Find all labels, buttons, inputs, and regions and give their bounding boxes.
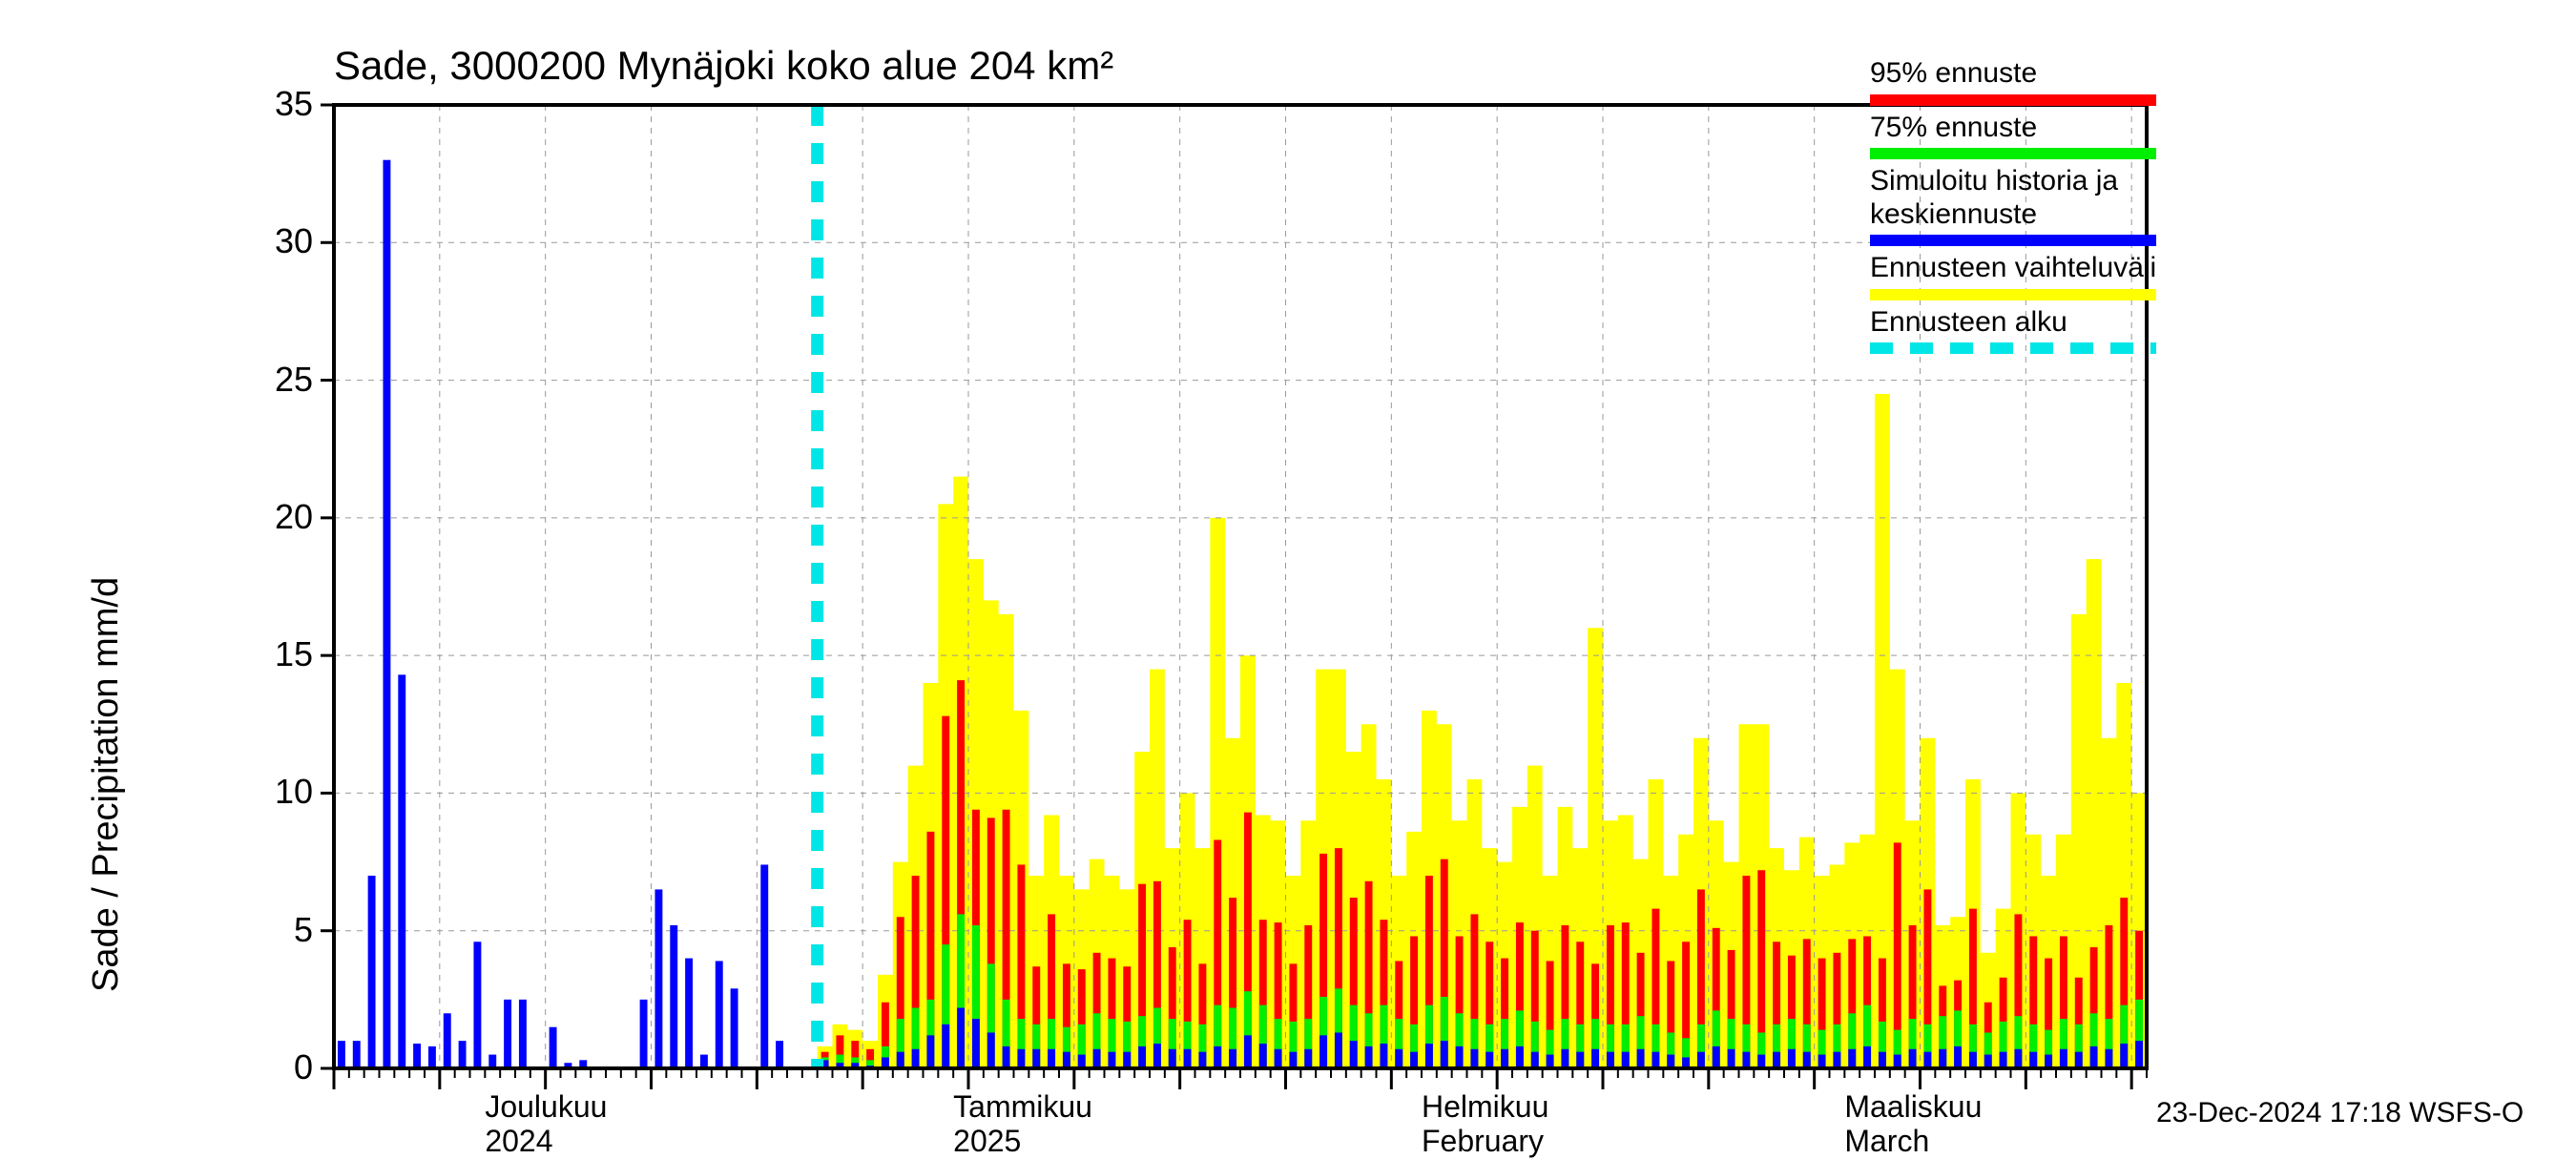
x-month-sublabel: 2024	[485, 1124, 552, 1159]
plot-svg	[0, 0, 2576, 1145]
y-tick-label: 5	[294, 910, 313, 950]
legend-swatch	[1870, 148, 2156, 159]
legend-swatch	[1870, 235, 2156, 246]
x-month-label: Tammikuu	[953, 1089, 1092, 1125]
legend-swatch	[1870, 289, 2156, 300]
legend-entry: Simuloitu historia jakeskiennuste	[1870, 165, 2156, 246]
legend-swatch	[1870, 342, 2156, 354]
legend-label: Ennusteen vaihteluväli	[1870, 252, 2156, 285]
legend: 95% ennuste 75% ennuste Simuloitu historia…	[1870, 57, 2156, 360]
legend-entry: Ennusteen alku	[1870, 306, 2156, 355]
y-tick-label: 15	[275, 634, 313, 674]
chart-title: Sade, 3000200 Mynäjoki koko alue 204 km²	[334, 43, 1113, 89]
y-tick-label: 35	[275, 84, 313, 124]
x-month-sublabel: February	[1422, 1124, 1544, 1159]
x-month-label: Maaliskuu	[1844, 1089, 1982, 1125]
x-month-label: Helmikuu	[1422, 1089, 1548, 1125]
footer-timestamp: 23-Dec-2024 17:18 WSFS-O	[2156, 1097, 2524, 1129]
y-tick-label: 30	[275, 221, 313, 261]
y-tick-label: 20	[275, 497, 313, 537]
legend-entry: 75% ennuste	[1870, 112, 2156, 160]
legend-label: 75% ennuste	[1870, 112, 2156, 145]
x-month-sublabel: 2025	[953, 1124, 1021, 1159]
x-month-label: Joulukuu	[485, 1089, 607, 1125]
y-tick-label: 0	[294, 1047, 313, 1087]
legend-label: 95% ennuste	[1870, 57, 2156, 91]
y-tick-label: 25	[275, 360, 313, 400]
legend-swatch	[1870, 94, 2156, 106]
legend-entry: 95% ennuste	[1870, 57, 2156, 106]
x-month-sublabel: March	[1844, 1124, 1929, 1159]
legend-label: Simuloitu historia jakeskiennuste	[1870, 165, 2156, 231]
y-axis-label: Sade / Precipitation mm/d	[86, 577, 127, 992]
legend-label: Ennusteen alku	[1870, 306, 2156, 340]
legend-entry: Ennusteen vaihteluväli	[1870, 252, 2156, 300]
chart-container: { "meta": { "title": "Sade, 3000200 Mynä…	[0, 0, 2576, 1145]
y-tick-label: 10	[275, 772, 313, 812]
